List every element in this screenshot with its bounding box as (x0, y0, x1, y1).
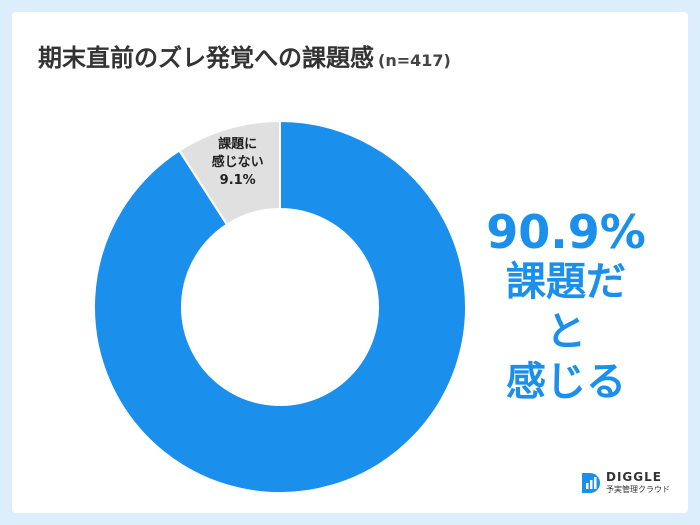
slice-value-label: 9.1% (219, 173, 256, 189)
donut-slice (93, 119, 467, 494)
chart-subtitle: (n=417) (378, 51, 451, 70)
slice-category-label: 課題だと 感じる (506, 259, 626, 405)
chart-title: 期末直前のズレ発覚への課題感 (38, 44, 374, 72)
logo-icon (582, 472, 600, 493)
slice-label: 課題に 感じない 9.1% (212, 136, 264, 190)
chart-title-block: 期末直前のズレ発覚への課題感 (n=417) (38, 38, 451, 73)
logo-name: DIGGLE (606, 470, 662, 484)
slice-label: 90.9% 課題だと 感じる (486, 207, 646, 407)
logo: DIGGLE 予実管理クラウド (580, 470, 670, 495)
slice-value-label: 90.9% (486, 205, 646, 259)
donut-slice (177, 119, 281, 226)
slice-category-label: 課題に 感じない (211, 137, 264, 171)
logo-tagline: 予実管理クラウド (606, 485, 670, 494)
